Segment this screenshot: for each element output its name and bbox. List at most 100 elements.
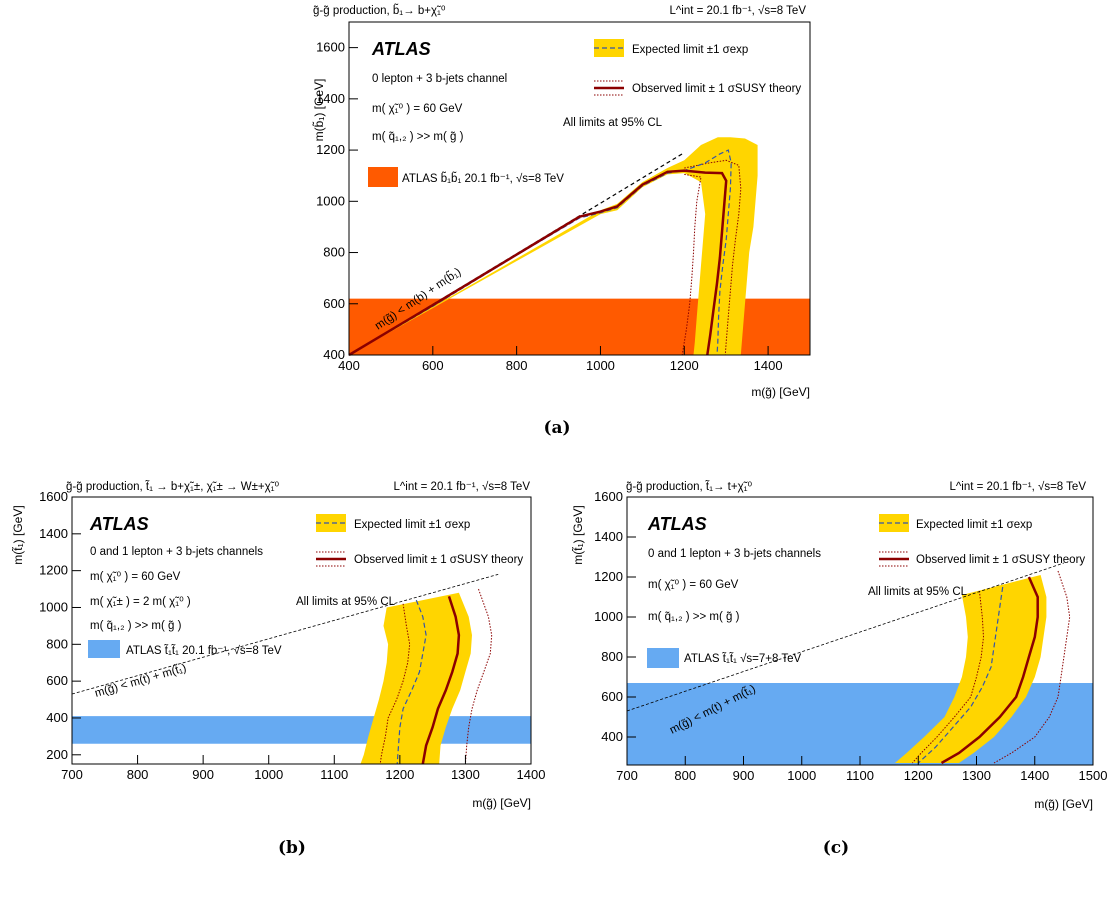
- plot-frame-a: [348, 21, 811, 356]
- header-right: L^int = 20.1 fb⁻¹, √s=8 TeV: [670, 4, 807, 17]
- info-line-b-1: 0 and 1 lepton + 3 b-jets channels: [90, 546, 263, 558]
- x-tick-label: 700: [61, 767, 83, 782]
- info-line-a-3: m( q̃₁,₂ ) >> m( g̃ ): [372, 131, 464, 143]
- legend-excluded-b: ATLAS t̃₁t̃₁ 20.1 fb⁻¹, √s=8 TeV: [126, 644, 282, 657]
- info-line-c-2: m( χ̃₁⁰ ) = 60 GeV: [648, 579, 739, 591]
- x-tick-label: 400: [338, 358, 360, 373]
- excluded-region-b: [72, 716, 531, 744]
- y-tick-label: 600: [323, 296, 345, 311]
- expected-line-b: [396, 599, 427, 765]
- x-tick-label: 1000: [254, 767, 283, 782]
- info-line-a-1: 0 lepton + 3 b-jets channel: [372, 73, 507, 85]
- x-tick-label: 800: [506, 358, 528, 373]
- y-tick-label: 1400: [39, 526, 68, 541]
- caption-b: (b): [278, 838, 306, 858]
- xlabel-b: m(g̃) [GeV]: [472, 796, 531, 810]
- header-left: g̃-g̃ production, t̃₁→ t+χ̃₁⁰: [626, 480, 753, 493]
- observed-band-high-a: [684, 159, 742, 356]
- x-tick-label: 1000: [586, 358, 615, 373]
- x-tick-label: 1300: [962, 768, 991, 783]
- y-tick-label: 1400: [316, 91, 345, 106]
- kinematic-line-c: [626, 562, 1065, 712]
- header-left: g̃-g̃ production, b̃₁→ b+χ̃₁⁰: [313, 4, 446, 17]
- plot-frame-b: [71, 496, 532, 765]
- y-tick-label: 600: [601, 689, 623, 704]
- y-tick-label: 600: [46, 673, 68, 688]
- y-tick-label: 1600: [39, 489, 68, 504]
- x-tick-label: 1200: [385, 767, 414, 782]
- y-tick-label: 400: [323, 347, 345, 362]
- observed-line-b: [421, 596, 461, 765]
- x-tick-label: 800: [674, 768, 696, 783]
- ylabel-a: m(b̃₁) [GeV]: [311, 79, 326, 142]
- x-tick-label: 900: [192, 767, 214, 782]
- x-tick-label: 1200: [670, 358, 699, 373]
- plot-area-b: 700 800 900 1000 1100 1200 1300 1400 200 400 600 80…: [39, 489, 545, 782]
- x-tick-label: 1000: [787, 768, 816, 783]
- atlas-label-b: ATLAS: [89, 514, 149, 534]
- ticks-c: 700 800 900 1000 1100 1200 1300 1400 1500 400 600 8…: [594, 489, 1107, 783]
- x-tick-label: 700: [616, 768, 638, 783]
- legend-observed-c: Observed limit ± 1 σSUSY theory: [916, 554, 1085, 566]
- caption-c: (c): [823, 838, 849, 858]
- x-tick-label: 1400: [1020, 768, 1049, 783]
- caption-a: (a): [543, 418, 570, 438]
- legend-excluded-c: ATLAS t̃₁t̃₁ √s=7+8 TeV: [684, 652, 802, 665]
- y-tick-label: 400: [601, 729, 623, 744]
- y-tick-label: 1200: [316, 142, 345, 157]
- x-tick-label: 1300: [451, 767, 480, 782]
- observed-line-a: [348, 169, 728, 357]
- header-right: L^int = 20.1 fb⁻¹, √s=8 TeV: [950, 480, 1087, 493]
- y-tick-label: 1000: [39, 599, 68, 614]
- x-tick-label: 1400: [754, 358, 783, 373]
- x-tick-label: 900: [733, 768, 755, 783]
- y-tick-label: 800: [46, 636, 68, 651]
- kin-label-b: m(g̃) < m(t) + m(t̃₁): [93, 662, 188, 700]
- legend-observed-a: Observed limit ± 1 σSUSY theory: [632, 83, 801, 95]
- info-line-a-2: m( χ̃₁⁰ ) = 60 GeV: [372, 103, 463, 115]
- y-tick-label: 1600: [594, 489, 623, 504]
- observed-band-low-b: [379, 603, 411, 765]
- info-line-b-3: m( χ̃₁± ) = 2 m( χ̃₁⁰ ): [90, 596, 191, 608]
- observed-line-c: [940, 576, 1039, 765]
- x-tick-label: 600: [422, 358, 444, 373]
- info-line-b-2: m( χ̃₁⁰ ) = 60 GeV: [90, 571, 181, 583]
- ticks-b: 700 800 900 1000 1100 1200 1300 1400 200 400 600 80…: [39, 489, 545, 782]
- y-tick-label: 1400: [594, 529, 623, 544]
- plot-area-a: 400 600 800 1000 1200 1400 400 600 800 1000 1200 14…: [316, 21, 811, 373]
- observed-band-low-a: [681, 173, 702, 356]
- x-tick-label: 1400: [517, 767, 546, 782]
- legend-expected-b: Expected limit ±1 σexp: [354, 519, 470, 531]
- plot-area-c: 700 800 900 1000 1100 1200 1300 1400 1500 400 600 8…: [594, 489, 1107, 783]
- cl-text-b: All limits at 95% CL: [296, 596, 396, 608]
- header-left: g̃-g̃ production, t̃₁ → b+χ̃₁±, χ̃₁± → W…: [66, 480, 280, 493]
- xlabel-a: m(g̃) [GeV]: [751, 385, 810, 399]
- legend-observed-b: Observed limit ± 1 σSUSY theory: [354, 554, 523, 566]
- panel-c: g̃-g̃ production, t̃₁→ t+χ̃₁⁰ L^int = 20…: [570, 480, 1107, 858]
- y-tick-label: 200: [46, 747, 68, 762]
- observed-band-low-c: [912, 590, 985, 764]
- cl-text-a: All limits at 95% CL: [563, 117, 663, 129]
- y-tick-label: 1000: [594, 609, 623, 624]
- legend-swatch-excluded-c: [647, 648, 679, 668]
- panel-a: g̃-g̃ production, b̃₁→ b+χ̃₁⁰ L^int = 20…: [311, 4, 811, 438]
- legend-swatch-excluded-a: [368, 167, 398, 187]
- expected-line-c: [917, 586, 1004, 764]
- legend-swatch-expected-a: [594, 39, 624, 57]
- kinematic-line-b: [71, 573, 499, 695]
- expected-band-a: [349, 137, 758, 355]
- x-tick-label: 800: [127, 767, 149, 782]
- legend-swatch-expected-b: [316, 514, 346, 532]
- info-line-c-3: m( q̃₁,₂ ) >> m( g̃ ): [648, 611, 740, 623]
- x-tick-label: 1200: [904, 768, 933, 783]
- legend-expected-a: Expected limit ±1 σexp: [632, 44, 748, 56]
- legend-excluded-a: ATLAS b̃₁b̃₁ 20.1 fb⁻¹, √s=8 TeV: [402, 172, 564, 185]
- header-right: L^int = 20.1 fb⁻¹, √s=8 TeV: [394, 480, 531, 493]
- y-tick-label: 1000: [316, 193, 345, 208]
- y-tick-label: 1600: [316, 40, 345, 55]
- y-tick-label: 800: [601, 649, 623, 664]
- info-line-b-4: m( q̃₁,₂ ) >> m( g̃ ): [90, 620, 182, 632]
- x-tick-label: 1500: [1079, 768, 1108, 783]
- legend-swatch-expected-c: [879, 514, 909, 532]
